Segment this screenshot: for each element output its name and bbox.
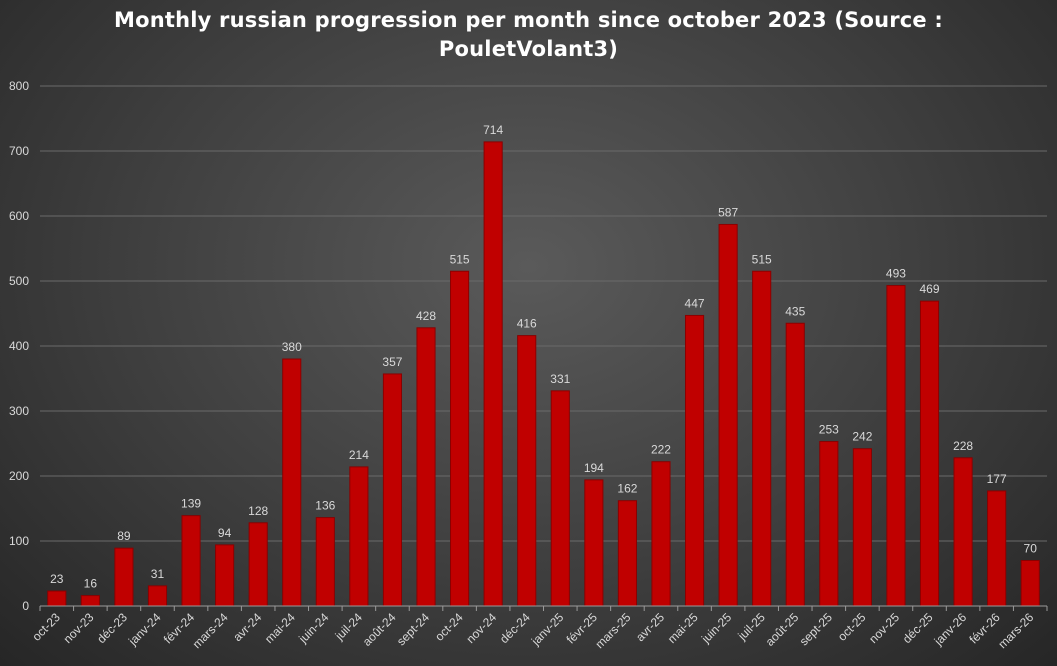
data-label: 493 [886, 267, 906, 281]
x-tick-label: mars-25 [593, 610, 634, 651]
bar [684, 314, 705, 607]
x-tick-label: mars-26 [995, 610, 1036, 651]
bar [517, 335, 537, 607]
data-label: 162 [617, 482, 637, 496]
y-tick-label: 500 [9, 274, 29, 288]
bar [852, 448, 872, 607]
bar [584, 479, 604, 607]
bar [147, 585, 168, 607]
x-tick-label: sept-24 [394, 610, 432, 648]
data-label: 222 [651, 443, 671, 457]
bar [416, 327, 436, 607]
data-label: 587 [718, 205, 738, 219]
bar [315, 517, 335, 607]
x-tick-label: avr-25 [633, 610, 667, 644]
data-label: 16 [84, 577, 98, 591]
bar [181, 515, 201, 607]
x-tick-label: janv-26 [931, 610, 970, 649]
data-label: 194 [584, 461, 604, 475]
data-label: 435 [785, 304, 805, 318]
y-tick-label: 200 [9, 469, 29, 483]
data-label: 380 [282, 340, 302, 354]
y-tick-label: 400 [9, 339, 29, 353]
data-label: 177 [987, 472, 1007, 486]
bar [114, 547, 134, 607]
bar [953, 457, 973, 607]
data-label: 447 [685, 296, 705, 310]
data-label: 416 [517, 317, 537, 331]
y-tick-label: 100 [9, 534, 29, 548]
data-label: 23 [50, 572, 64, 586]
x-tick-label: sept-25 [797, 610, 835, 648]
x-tick-label: nov-25 [866, 610, 902, 646]
data-label: 228 [953, 439, 973, 453]
data-label: 70 [1024, 542, 1038, 556]
x-tick-label: août-25 [763, 610, 802, 649]
x-tick-label: mars-24 [190, 610, 231, 651]
x-tick-label: mai-25 [665, 610, 701, 646]
bar [47, 590, 67, 607]
x-tick-label: juin-24 [295, 610, 331, 646]
data-label: 89 [117, 529, 131, 543]
bar [382, 373, 403, 607]
bar [651, 461, 671, 607]
bar [886, 285, 906, 607]
y-tick-label: 800 [9, 79, 29, 93]
data-label: 139 [181, 497, 201, 511]
y-tick-label: 700 [9, 144, 29, 158]
chart-title-line-1: Monthly russian progression per month si… [114, 8, 943, 32]
bar [349, 466, 369, 607]
bar [215, 544, 235, 607]
data-label: 31 [151, 567, 165, 581]
bar [550, 390, 570, 607]
x-tick-label: janv-24 [125, 610, 164, 649]
chart-title: Monthly russian progression per month si… [0, 6, 1057, 64]
data-label: 357 [382, 355, 402, 369]
x-tick-label: déc-24 [497, 610, 533, 646]
chart-title-line-2: PouletVolant3) [438, 37, 619, 61]
bar [617, 500, 637, 607]
bar [282, 358, 302, 607]
y-tick-label: 600 [9, 209, 29, 223]
bar [483, 141, 503, 607]
bar [80, 595, 100, 607]
bar [752, 270, 772, 607]
bar [819, 441, 839, 607]
data-label: 128 [248, 504, 268, 518]
bar [785, 322, 805, 607]
x-tick-label: janv-25 [528, 610, 567, 649]
data-label: 515 [752, 252, 772, 266]
data-label: 242 [852, 430, 872, 444]
x-tick-label: août-24 [360, 610, 399, 649]
bar [718, 223, 738, 607]
bar [987, 490, 1007, 607]
x-tick-label: avr-24 [230, 610, 264, 644]
x-tick-label: oct-25 [835, 610, 869, 644]
bar [450, 270, 470, 607]
data-label: 253 [819, 423, 839, 437]
bar [919, 300, 940, 607]
data-label: 469 [920, 282, 940, 296]
bar [248, 522, 268, 607]
y-tick-label: 0 [22, 599, 29, 613]
x-tick-label: mai-24 [262, 610, 298, 646]
data-label: 714 [483, 123, 503, 137]
data-label: 515 [450, 252, 470, 266]
x-tick-label: nov-23 [61, 610, 97, 646]
x-tick-label: déc-25 [900, 610, 936, 646]
data-label: 428 [416, 309, 436, 323]
data-label: 214 [349, 448, 369, 462]
bar [1020, 560, 1040, 607]
x-tick-label: oct-23 [29, 610, 63, 644]
data-label: 331 [550, 372, 570, 386]
y-tick-label: 300 [9, 404, 29, 418]
data-label: 94 [218, 526, 232, 540]
data-label: 136 [315, 499, 335, 513]
x-tick-label: juin-25 [698, 610, 734, 646]
x-tick-label: oct-24 [432, 610, 466, 644]
x-tick-label: nov-24 [463, 610, 499, 646]
x-tick-label: déc-23 [94, 610, 130, 646]
